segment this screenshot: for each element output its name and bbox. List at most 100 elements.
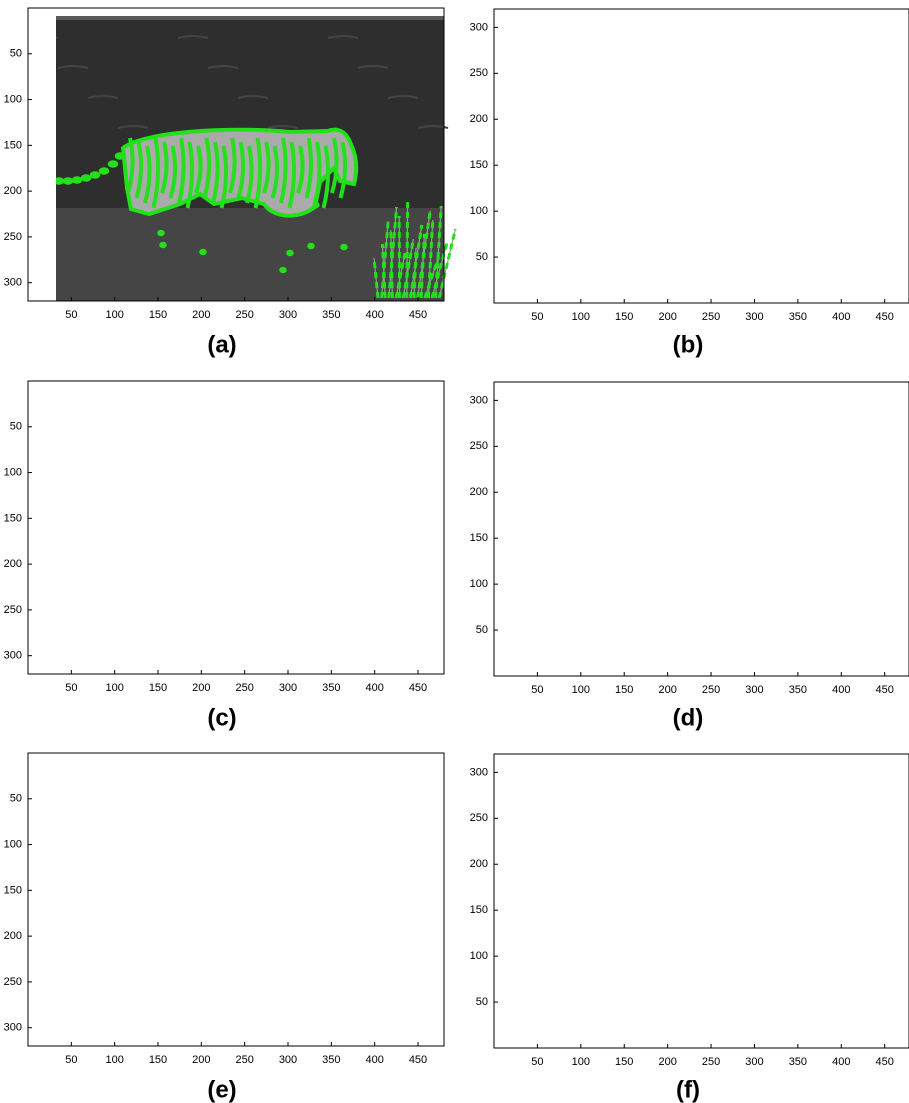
tail-contour: [565, 543, 574, 549]
tail-contour: [107, 160, 119, 168]
bank: [56, 16, 444, 20]
bank: [28, 753, 444, 765]
tail-contour: [581, 154, 590, 160]
blob: [312, 201, 320, 209]
axes-frame: [493, 753, 909, 1049]
x-tick-label: 150: [615, 311, 633, 323]
x-tick-label: 50: [65, 309, 77, 321]
ripple: [178, 781, 208, 783]
y-tick-label: 250: [470, 812, 488, 824]
tail-contour: [91, 917, 100, 923]
axes-frame: [27, 380, 445, 675]
tail-contour: [89, 171, 101, 179]
tail-contour: [565, 915, 574, 921]
tail-contour: [581, 527, 590, 533]
grass-blob: [866, 633, 876, 648]
tail-contour: [62, 177, 74, 185]
tail: [46, 175, 55, 181]
y-tick-label: 50: [476, 251, 488, 263]
grass-blob: [393, 619, 403, 634]
x-tick-label: 250: [702, 684, 720, 696]
tail-contour: [520, 180, 529, 186]
y-tick-label: 150: [470, 532, 488, 544]
blob: [666, 251, 672, 256]
axes-frame: [493, 8, 909, 304]
ripple: [177, 35, 209, 39]
ripple: [88, 469, 118, 471]
tail-contour: [56, 177, 65, 185]
tail: [73, 922, 82, 928]
y-tick-label: 300: [4, 1022, 22, 1034]
tail: [55, 551, 64, 557]
ripple: [358, 439, 388, 441]
tail-contour: [64, 551, 73, 557]
grass-blob: [898, 575, 908, 590]
ripple: [357, 65, 389, 69]
y-tick-label: 200: [4, 930, 22, 942]
tail-contour: [71, 176, 83, 184]
tail: [46, 920, 55, 926]
tail-contour: [556, 919, 565, 925]
panel-art: [503, 876, 821, 962]
tail-contour: [511, 177, 520, 183]
y-tick-label: 250: [4, 604, 22, 616]
tail-contour: [547, 177, 556, 183]
tail-contour: [82, 548, 91, 554]
tail-contour: [547, 922, 556, 928]
tail-contour: [38, 916, 47, 922]
ripple: [387, 95, 419, 99]
tail-contour: [511, 550, 520, 556]
tail-contour: [538, 552, 547, 558]
blob: [773, 245, 779, 250]
ripple: [208, 811, 238, 813]
shallows: [28, 581, 444, 674]
tail-contour: [73, 550, 82, 556]
y-tick-label: 200: [470, 486, 488, 498]
panel-art: [503, 131, 909, 300]
tail-contour: [538, 179, 547, 185]
panel-caption: (f): [676, 1076, 700, 1103]
stripes: [128, 511, 345, 581]
x-tick-label: 100: [105, 682, 123, 694]
y-tick-label: 100: [470, 205, 488, 217]
x-tick-label: 400: [832, 684, 850, 696]
panel-caption: (d): [673, 704, 704, 731]
x-tick-label: 200: [192, 682, 210, 694]
y-tick-label: 300: [470, 394, 488, 406]
grass-blob: [888, 645, 898, 660]
shallows: [28, 953, 444, 1046]
y-tick-label: 100: [470, 578, 488, 590]
grass-blob: [890, 595, 900, 610]
grass: [374, 947, 455, 1043]
ripple: [417, 125, 449, 129]
blob: [752, 252, 758, 257]
blob: [199, 248, 207, 256]
ripple: [56, 36, 59, 39]
x-tick-label: 50: [531, 311, 543, 323]
y-tick-label: 50: [10, 421, 22, 433]
panel-caption: (a): [207, 331, 236, 358]
ripple: [237, 95, 269, 99]
ripple: [328, 781, 358, 783]
blob: [806, 246, 812, 251]
x-tick-label: 150: [149, 1054, 167, 1066]
tail-contour: [55, 551, 64, 557]
ripple: [238, 841, 268, 843]
y-tick-label: 50: [10, 793, 22, 805]
ripple: [28, 409, 58, 411]
panel-caption: (c): [207, 704, 236, 731]
outline-contour: [123, 503, 356, 589]
tail-contour: [64, 923, 73, 929]
x-tick-label: 300: [279, 309, 297, 321]
tail-contour: [116, 526, 125, 532]
x-tick-label: 350: [789, 311, 807, 323]
ripple: [238, 469, 268, 471]
ripple: [118, 499, 148, 501]
grass-blob: [421, 606, 431, 621]
panel: 50 100 150 200 250 300 350 400 450 50 100 150 200 250…: [4, 380, 445, 731]
y-tick-label: 150: [470, 159, 488, 171]
tail-contour: [520, 553, 529, 559]
x-tick-label: 400: [365, 309, 383, 321]
tail-contour: [503, 173, 512, 179]
